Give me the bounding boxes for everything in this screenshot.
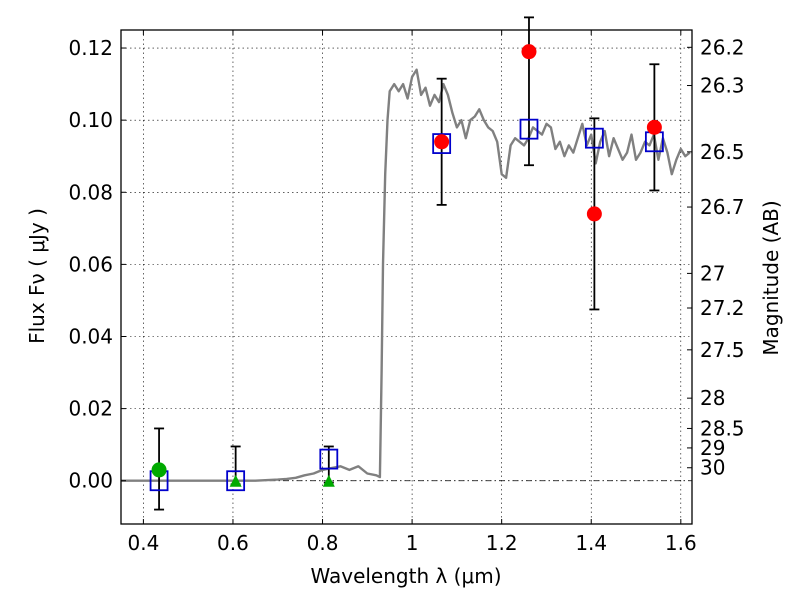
y-axis-title: Flux Fν ( μJy ) bbox=[25, 208, 49, 344]
x-tick-label: 1 bbox=[406, 531, 419, 555]
upper-limit-triangle bbox=[322, 474, 335, 487]
y-tick-label: 0.10 bbox=[68, 108, 113, 132]
mag-tick-label: 27.5 bbox=[700, 338, 745, 362]
x-tick-label: 0.4 bbox=[127, 531, 159, 555]
mag-tick-label: 26.7 bbox=[700, 195, 745, 219]
mag-tick-label: 26.3 bbox=[700, 74, 745, 98]
mag-tick-label: 27.2 bbox=[700, 296, 745, 320]
mag-tick-label: 30 bbox=[700, 456, 725, 480]
plot-frame bbox=[120, 29, 693, 525]
upper-limit-triangle bbox=[229, 474, 242, 487]
y2-axis-title: Magnitude (AB) bbox=[759, 200, 783, 355]
observed-point bbox=[586, 206, 602, 222]
mag-tick-label: 27 bbox=[700, 261, 725, 285]
model-point-square bbox=[519, 118, 539, 140]
x-tick-label: 0.8 bbox=[307, 531, 339, 555]
y-axis-ticks: 0.00 0.02 0.04 0.06 0.08 0.10 0.12 bbox=[68, 36, 126, 493]
model-point-square bbox=[319, 448, 339, 470]
grid-lines bbox=[121, 30, 692, 524]
x-axis-ticks: 0.4 0.6 0.8 1 1.2 1.4 1.6 bbox=[127, 30, 697, 555]
upper-limit-circle bbox=[151, 462, 167, 478]
y-tick-label: 0.08 bbox=[68, 180, 113, 204]
observed-point bbox=[521, 44, 537, 60]
x-tick-label: 1.6 bbox=[665, 531, 697, 555]
mag-tick-label: 28 bbox=[700, 386, 725, 410]
model-point-square bbox=[432, 133, 452, 154]
observed-point bbox=[646, 119, 662, 135]
mag-tick-label: 29 bbox=[700, 436, 725, 460]
error-bars bbox=[154, 16, 660, 511]
x-tick-label: 1.2 bbox=[486, 531, 518, 555]
y-tick-label: 0.12 bbox=[68, 36, 113, 60]
x-tick-label: 0.6 bbox=[217, 531, 249, 555]
observed-point bbox=[434, 134, 450, 150]
data-markers bbox=[149, 44, 664, 492]
y-tick-label: 0.04 bbox=[68, 324, 113, 348]
model-spectrum-line bbox=[121, 68, 691, 482]
x-axis-title: Wavelength λ (μm) bbox=[310, 564, 501, 588]
model-point-square bbox=[584, 127, 604, 149]
model-spectrum bbox=[121, 68, 691, 482]
y-tick-label: 0.02 bbox=[68, 397, 113, 421]
model-point-square bbox=[226, 470, 246, 492]
y-tick-label: 0.00 bbox=[68, 469, 113, 493]
mag-tick-label: 26.2 bbox=[700, 35, 745, 59]
mag-tick-label: 26.5 bbox=[700, 140, 745, 164]
x-tick-label: 1.4 bbox=[575, 531, 607, 555]
mag-tick-label: 28.5 bbox=[700, 416, 745, 440]
y-tick-label: 0.06 bbox=[68, 252, 113, 276]
